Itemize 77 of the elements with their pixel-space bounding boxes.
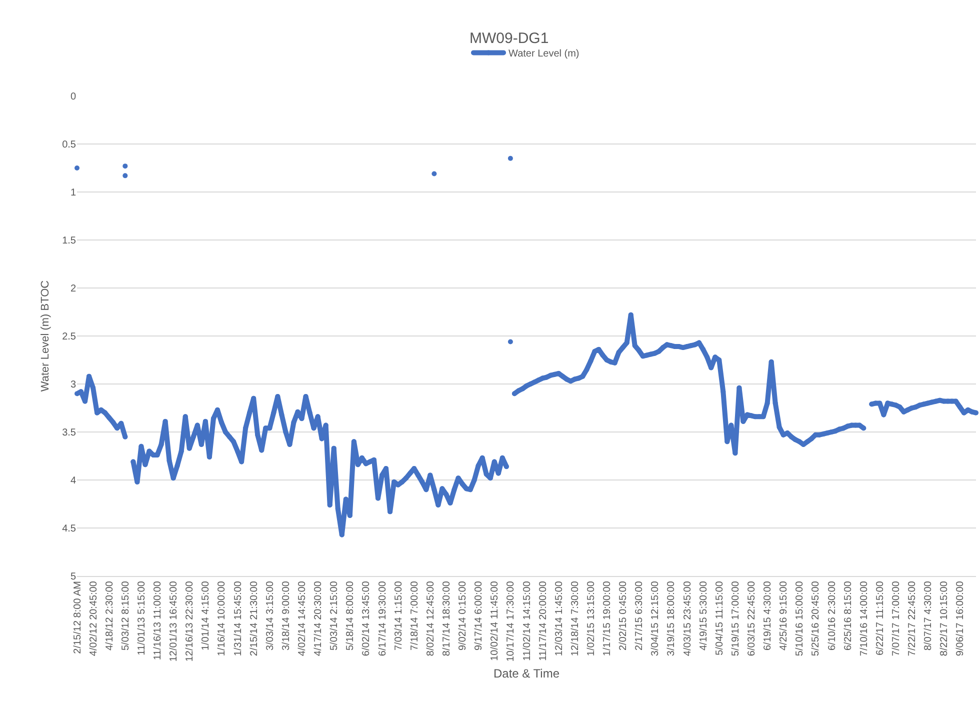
x-tick-label: 8/22/17 10:15:00 xyxy=(939,580,950,656)
x-tick-label: 6/19/15 4:30:00 xyxy=(762,580,774,651)
x-tick-label: 3/18/14 9:00:00 xyxy=(280,580,292,651)
x-tick-label: 7/22/17 22:45:00 xyxy=(907,580,918,656)
y-tick-label: 1.5 xyxy=(62,236,76,246)
x-tick-label: 11/02/14 14:15:00 xyxy=(522,580,533,661)
point xyxy=(508,156,513,161)
x-tick-label: 11/01/13 5:15:00 xyxy=(136,580,148,656)
y-axis-title: Water Level (m) BTOC xyxy=(40,280,52,392)
y-tick-label: 4.5 xyxy=(62,524,76,534)
x-tick-label: 5/03/14 2:15:00 xyxy=(329,580,340,651)
x-tick-label: 2/15/12 8:00 AM xyxy=(72,581,84,654)
point xyxy=(508,339,513,344)
y-tick-label: 0 xyxy=(70,92,76,102)
point xyxy=(122,164,128,169)
x-tick-label: 4/03/15 23:45:00 xyxy=(682,580,694,656)
x-tick-label: 4/19/15 5:30:00 xyxy=(698,580,710,651)
x-tick-label: 9/17/14 6:00:00 xyxy=(474,580,485,651)
x-tick-label: 9/02/14 0:15:00 xyxy=(458,580,469,651)
x-tick-label: 5/18/14 8:00:00 xyxy=(345,580,356,651)
x-tick-label: 12/16/13 22:30:00 xyxy=(184,580,196,662)
point xyxy=(122,173,128,178)
x-tick-label: 7/18/14 7:00:00 xyxy=(409,580,420,651)
x-tick-label: 8/07/17 4:30:00 xyxy=(923,580,934,651)
x-tick-label: 8/02/14 12:45:00 xyxy=(425,580,436,656)
x-tick-label: 4/02/12 20:45:00 xyxy=(88,580,100,656)
y-tick-label: 3 xyxy=(70,380,76,390)
chart-title: MW09-DG1 xyxy=(469,30,549,47)
x-tick-label: 5/25/16 20:45:00 xyxy=(810,580,822,656)
y-tick-label: 2.5 xyxy=(62,332,76,342)
x-tick-label: 9/06/17 16:00:00 xyxy=(955,580,966,656)
x-tick-label: 11/17/14 20:00:00 xyxy=(538,580,549,661)
x-tick-label: 8/17/14 18:30:00 xyxy=(441,580,452,656)
x-tick-label: 4/17/14 20:30:00 xyxy=(313,580,324,656)
point xyxy=(432,171,437,176)
x-tick-label: 2/15/14 21:30:00 xyxy=(248,580,260,656)
x-tick-label: 6/22/17 11:15:00 xyxy=(874,580,886,656)
legend-label: Water Level (m) xyxy=(508,48,580,60)
x-tick-label: 4/18/12 2:30:00 xyxy=(104,580,116,651)
x-tick-label: 10/17/14 17:30:00 xyxy=(506,580,517,662)
x-tick-label: 2/02/15 0:45:00 xyxy=(618,580,630,651)
x-tick-label: 6/17/14 19:30:00 xyxy=(377,580,388,656)
x-tick-label: 4/25/16 9:15:00 xyxy=(778,580,790,651)
x-axis-title: Date & Time xyxy=(493,666,560,681)
x-tick-label: 1/16/14 10:00:00 xyxy=(216,580,228,656)
x-tick-label: 6/10/16 2:30:00 xyxy=(826,580,838,651)
x-tick-label: 5/10/16 15:00:00 xyxy=(794,580,806,656)
x-tick-label: 1/31/14 15:45:00 xyxy=(232,580,244,656)
x-tick-label: 12/01/13 16:45:00 xyxy=(168,580,180,662)
x-tick-label: 7/07/17 17:00:00 xyxy=(890,580,902,656)
x-tick-label: 11/16/13 11:00:00 xyxy=(152,580,164,660)
y-tick-label: 1 xyxy=(70,188,76,198)
x-tick-label: 5/04/15 11:15:00 xyxy=(714,580,726,656)
x-tick-label: 12/03/14 1:45:00 xyxy=(554,580,565,656)
x-tick-label: 1/01/14 4:15:00 xyxy=(200,580,212,651)
x-tick-label: 5/19/15 17:00:00 xyxy=(730,580,742,656)
y-tick-label: 4 xyxy=(70,476,76,486)
y-tick-label: 2 xyxy=(70,284,76,294)
point xyxy=(74,166,80,170)
x-tick-label: 2/17/15 6:30:00 xyxy=(634,580,646,651)
y-tick-label: 3.5 xyxy=(62,428,76,438)
x-tick-label: 6/25/16 8:15:00 xyxy=(842,580,854,651)
x-tick-label: 1/02/15 13:15:00 xyxy=(586,580,597,656)
y-tick-label: 0.5 xyxy=(62,140,76,150)
x-tick-label: 3/03/14 3:15:00 xyxy=(264,580,276,651)
x-tick-label: 5/03/12 8:15:00 xyxy=(120,580,132,651)
x-tick-label: 4/02/14 14:45:00 xyxy=(297,580,308,656)
x-tick-label: 6/03/15 22:45:00 xyxy=(746,580,758,656)
y-tick-label: 5 xyxy=(70,572,76,582)
x-tick-label: 7/10/16 14:00:00 xyxy=(858,580,870,656)
x-tick-label: 7/03/14 1:15:00 xyxy=(393,580,404,651)
x-tick-label: 12/18/14 7:30:00 xyxy=(570,580,581,656)
x-tick-label: 3/19/15 18:00:00 xyxy=(666,580,678,656)
x-tick-label: 10/02/14 11:45:00 xyxy=(490,580,501,661)
x-tick-label: 1/17/15 19:00:00 xyxy=(602,580,614,656)
x-tick-label: 6/02/14 13:45:00 xyxy=(361,580,372,656)
x-tick-label: 3/04/15 12:15:00 xyxy=(650,580,662,656)
